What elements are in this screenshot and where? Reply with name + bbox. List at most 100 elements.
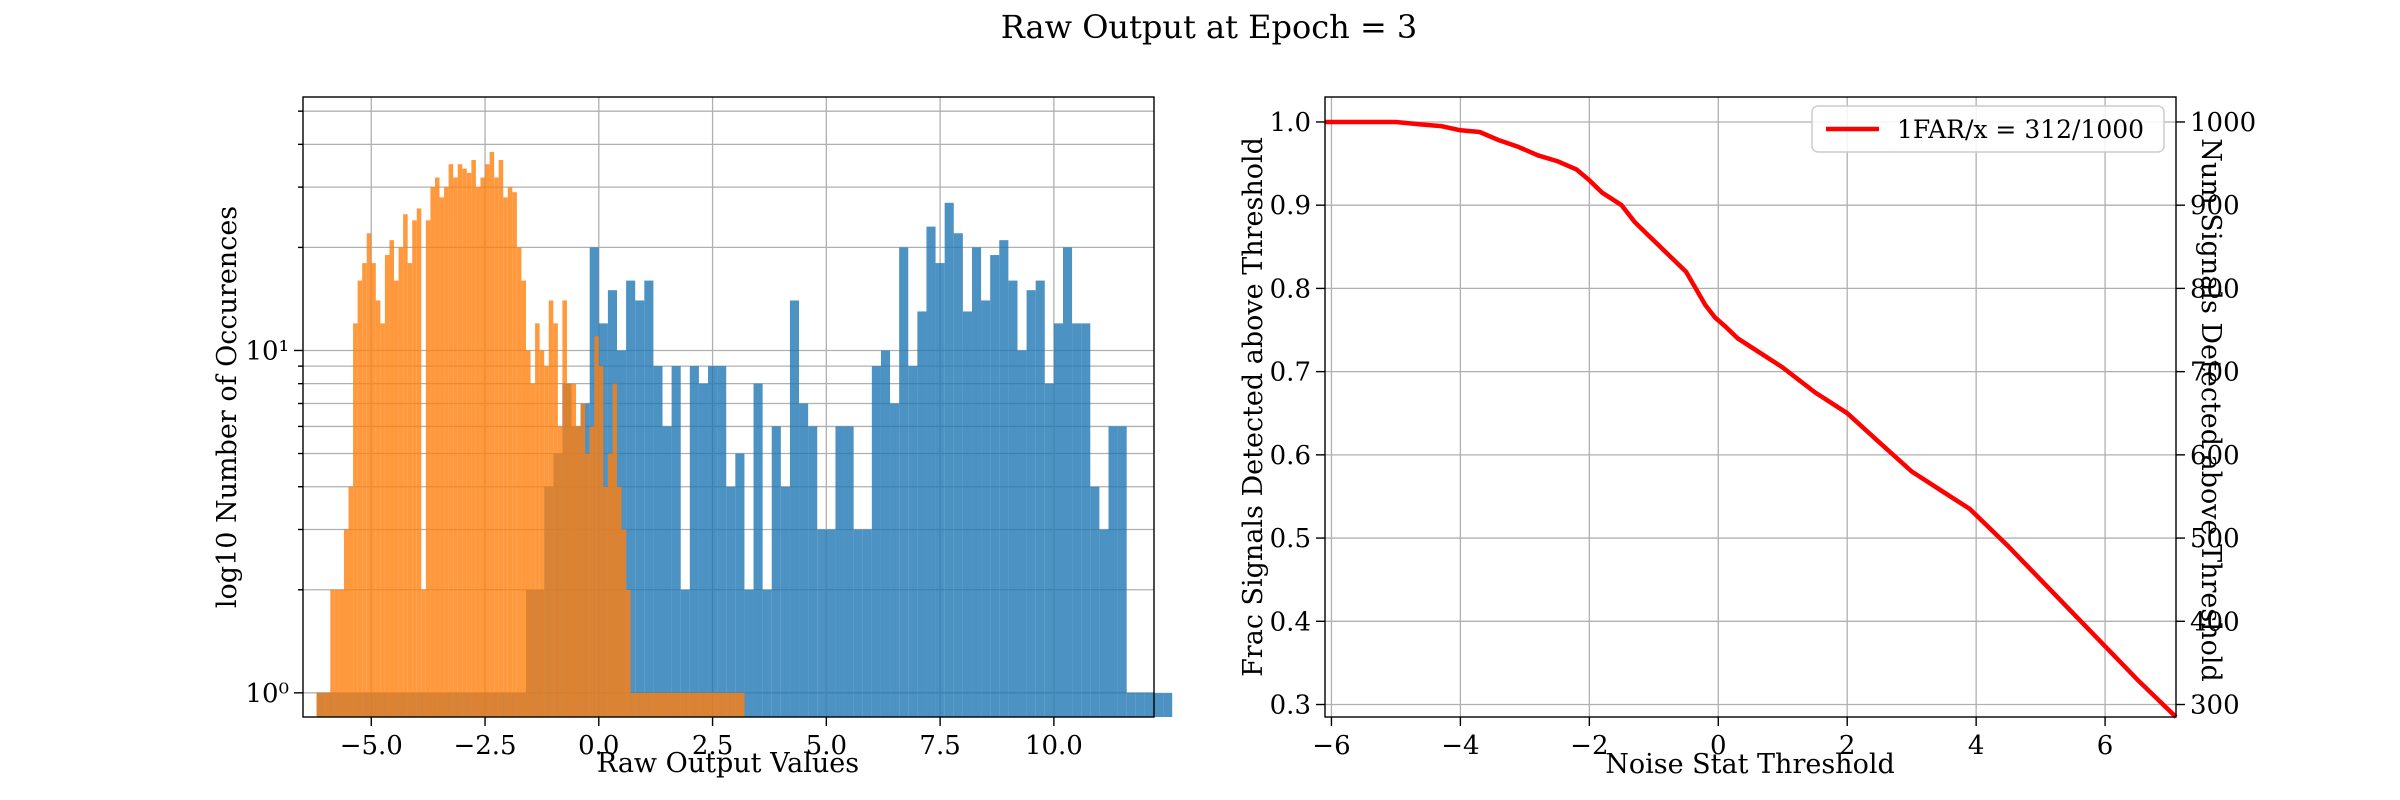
signal-bar (862, 529, 872, 717)
noise-bar (539, 350, 545, 717)
histogram-x-tick-label: 10.0 (1025, 731, 1083, 761)
noise-bar (657, 692, 663, 717)
noise-bar (480, 177, 486, 718)
noise-bar (471, 160, 476, 717)
noise-bar (635, 692, 640, 717)
detection-series-line (1325, 119, 2178, 719)
noise-bar (330, 589, 335, 717)
signal-bar (644, 280, 654, 717)
histogram-x-tick-label: 2.5 (692, 731, 733, 761)
signal-bar (662, 426, 672, 717)
detection-x-tick-label: −6 (1312, 731, 1350, 761)
histogram-chart: 10⁰ 10¹ −5.0 −2.5 0.0 2.5 5.0 7.5 10.0 Raw Outpu… (212, 96, 1173, 779)
noise-bar (439, 197, 445, 718)
noise-bar (712, 692, 718, 717)
detection-line (1325, 119, 2178, 719)
detection-chart: −6 −4 −2 0 2 4 6 0.3 0.4 0.5 0.6 0.7 0.8 0.9 1.0 300 400… (1238, 96, 2256, 780)
signal-bar (708, 366, 718, 717)
noise-bar (585, 453, 590, 717)
noise-bar (676, 692, 681, 717)
signal-bar (844, 426, 854, 717)
detection-y-tick-label: 0.7 (1270, 358, 1311, 388)
noise-bar (726, 692, 731, 717)
signal-bar (1108, 426, 1118, 717)
noise-bar (717, 692, 722, 717)
legend: 1FAR/x = 312/1000 (1811, 105, 2165, 153)
noise-bar (598, 366, 604, 717)
signal-bar (962, 311, 972, 717)
histogram-x-tick-label: 7.5 (919, 731, 960, 761)
legend-entry: 1FAR/x = 312/1000 (1897, 115, 2144, 144)
noise-bar (339, 589, 344, 717)
signal-bar (653, 366, 663, 717)
noise-bar (525, 350, 531, 717)
signal-bar (1062, 247, 1073, 717)
noise-bar (653, 692, 658, 717)
signal-bar (726, 486, 736, 717)
detection-y-tick-label: 0.8 (1270, 274, 1311, 304)
noise-bar (325, 692, 331, 717)
signal-bar (990, 255, 1000, 717)
signal-bar (1163, 692, 1173, 717)
noise-bar (403, 214, 408, 717)
signal-bar (1144, 692, 1154, 717)
detection-y-tick-label: 0.6 (1270, 441, 1311, 471)
signal-bar (917, 311, 927, 717)
signal-bar (671, 366, 681, 717)
noise-bar (603, 486, 608, 717)
noise-bar (498, 160, 504, 717)
noise-bar (489, 151, 495, 718)
signal-bar (981, 300, 991, 717)
histogram-y-label: log10 Number of Occurences (212, 206, 243, 608)
noise-bar (453, 177, 458, 718)
noise-bar (521, 280, 526, 717)
signal-bar (871, 366, 881, 717)
noise-bar (735, 692, 740, 717)
noise-bar (507, 187, 513, 718)
noise-bar (448, 164, 454, 718)
noise-bar (516, 247, 522, 717)
noise-bar (667, 692, 672, 717)
noise-bar (708, 692, 713, 717)
signal-bar (626, 280, 636, 717)
histogram-x-tick-label: 5.0 (806, 731, 847, 761)
signal-bar (817, 529, 827, 717)
histogram-x-tick-label: −2.5 (453, 731, 516, 761)
noise-bar (343, 529, 349, 717)
noise-bar (475, 187, 481, 718)
signal-bar (1035, 280, 1045, 717)
detection-y-tick-label: 0.4 (1270, 607, 1311, 637)
noise-bar (353, 323, 358, 717)
detection-right-y-tick-label: 1000 (2190, 108, 2256, 138)
signal-bar (1090, 486, 1100, 717)
noise-bar (662, 692, 668, 717)
noise-bar (375, 300, 381, 717)
noise-bar (466, 172, 472, 718)
detection-right-y-tick-label: 500 (2190, 524, 2240, 554)
detection-right-y-tick-label: 900 (2190, 191, 2240, 221)
noise-bar (576, 426, 581, 717)
signal-bar (635, 300, 645, 717)
noise-bar (430, 187, 435, 718)
detection-right-y-tick-label: 800 (2190, 274, 2240, 304)
histogram-x-label: Raw Output Values (597, 748, 859, 779)
histogram-y-tick-label: 10¹ (245, 336, 289, 366)
detection-x-tick-label: 2 (1839, 731, 1856, 761)
noise-bar (730, 692, 736, 717)
noise-bar (680, 692, 686, 717)
noise-bar (394, 280, 399, 717)
noise-bar (553, 323, 558, 717)
noise-bar (621, 529, 627, 717)
signal-bar (1117, 426, 1127, 717)
detection-right-y-tick-label: 700 (2190, 358, 2240, 388)
noise-bar (384, 255, 390, 717)
noise-bar (462, 168, 467, 718)
noise-bar (434, 177, 440, 718)
detection-x-tick-label: 4 (1968, 731, 1985, 761)
histogram-ticks: 10⁰ 10¹ −5.0 −2.5 0.0 2.5 5.0 7.5 10.0 (245, 110, 1083, 761)
signal-bar (1026, 290, 1036, 717)
histogram-frame (302, 96, 1155, 718)
signal-bar (835, 426, 845, 717)
noise-bar (535, 323, 540, 717)
